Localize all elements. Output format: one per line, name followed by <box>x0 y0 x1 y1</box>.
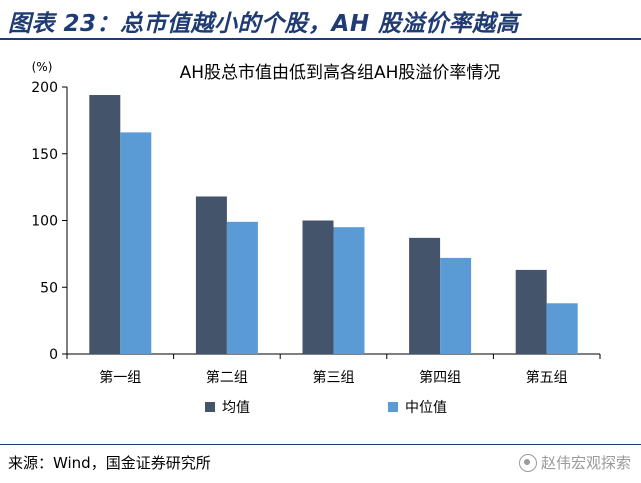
chart-tick-labels: 0 50 100 150 200 第一组 第二组 第三组 第四组 第五组 <box>31 80 567 386</box>
bar-mean <box>195 196 227 354</box>
y-tick-label: 150 <box>31 147 58 163</box>
watermark-text: 赵伟宏观探索 <box>540 454 631 472</box>
footer-divider <box>0 444 641 445</box>
bar-mean <box>89 95 121 354</box>
bar-median <box>226 221 258 354</box>
y-tick-label: 200 <box>31 80 58 96</box>
chart-bars <box>89 95 578 354</box>
y-axis-unit-label: (%) <box>32 60 53 74</box>
x-tick-label: 第一组 <box>99 369 141 386</box>
legend-label: 中位值 <box>405 400 447 416</box>
figure-title: 图表 23：总市值越小的个股，AH 股溢价率越高 <box>8 11 520 37</box>
wechat-icon <box>518 453 537 472</box>
title-divider <box>0 38 641 40</box>
chart-title: AH股总市值由低到高各组AH股溢价率情况 <box>180 63 501 83</box>
legend-swatch <box>205 402 215 412</box>
bar-median <box>120 132 152 354</box>
y-tick-label: 100 <box>31 214 58 230</box>
legend-label: 均值 <box>222 400 250 416</box>
bar-mean <box>302 220 334 354</box>
y-tick-label: 50 <box>40 280 58 296</box>
x-tick-label: 第三组 <box>313 369 355 386</box>
bar-mean <box>409 237 441 354</box>
y-tick-label: 0 <box>49 347 58 363</box>
x-tick-label: 第五组 <box>526 369 568 386</box>
bar-chart: AH股总市值由低到高各组AH股溢价率情况 (%) 0 50 100 150 200 第一组… <box>31 60 601 416</box>
source-note: 来源：Wind，国金证券研究所 <box>8 454 211 472</box>
bar-mean <box>515 269 547 354</box>
legend-swatch <box>388 402 398 412</box>
x-tick-label: 第四组 <box>419 369 461 386</box>
chart-legend: 均值 中位值 <box>205 400 447 416</box>
bar-median <box>440 257 472 354</box>
watermark: 赵伟宏观探索 <box>518 452 631 473</box>
bar-median <box>546 303 578 354</box>
bar-median <box>333 227 365 354</box>
x-tick-label: 第二组 <box>206 369 248 386</box>
